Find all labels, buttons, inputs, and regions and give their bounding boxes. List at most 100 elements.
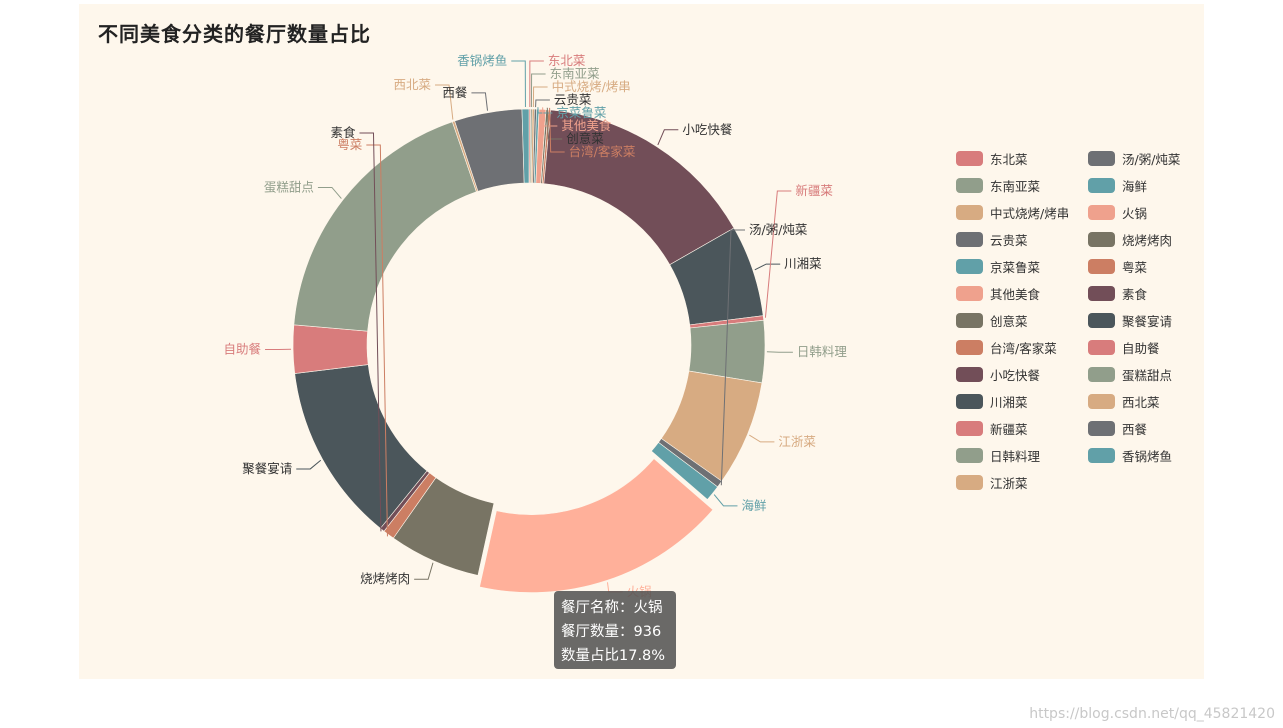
label-leader-line	[657, 129, 679, 146]
label-leader-line	[754, 263, 781, 271]
legend-item[interactable]: 小吃快餐	[956, 366, 1088, 383]
legend-label: 西餐	[1122, 422, 1148, 437]
legend-label: 汤/粥/炖菜	[1122, 152, 1181, 167]
legend-label: 聚餐宴请	[1122, 314, 1173, 329]
legend-swatch	[1088, 151, 1115, 166]
slice-label: 东南亚菜	[550, 66, 601, 81]
legend-swatch	[1088, 367, 1115, 382]
slice-label: 中式烧烤/烤串	[552, 79, 631, 94]
donut-slice[interactable]	[521, 108, 530, 184]
slice-label: 台湾/客家菜	[569, 144, 636, 159]
legend-label: 烧烤烤肉	[1122, 233, 1173, 248]
label-leader-line	[764, 190, 792, 318]
legend-item[interactable]: 蛋糕甜点	[1088, 366, 1196, 383]
label-leader-line	[720, 229, 746, 486]
slice-label: 西北菜	[394, 77, 432, 92]
legend-swatch	[956, 394, 983, 409]
label-leader-line	[296, 459, 322, 470]
chart-title: 不同美食分类的餐厅数量占比	[98, 22, 371, 46]
legend-item[interactable]: 其他美食	[956, 285, 1088, 302]
slice-label: 创意菜	[566, 131, 604, 146]
legend-label: 江浙菜	[990, 476, 1028, 491]
tooltip-share: 数量占比17.8%	[561, 648, 666, 664]
legend-swatch	[1088, 205, 1115, 220]
legend-item[interactable]: 台湾/客家菜	[956, 339, 1088, 356]
legend-label: 创意菜	[990, 314, 1028, 329]
legend-item[interactable]: 东北菜	[956, 150, 1088, 167]
legend-item[interactable]: 香锅烤鱼	[1088, 447, 1196, 464]
chart-panel	[79, 4, 1204, 679]
legend-swatch	[1088, 421, 1115, 436]
slice-label: 新疆菜	[795, 183, 833, 198]
legend-swatch	[956, 259, 983, 274]
label-leader-line	[546, 107, 563, 140]
legend-item[interactable]: 江浙菜	[956, 474, 1088, 491]
legend-item[interactable]: 粤菜	[1088, 258, 1196, 275]
slice-label: 海鲜	[741, 498, 766, 513]
slice-label: 小吃快餐	[682, 122, 733, 137]
slice-label: 京菜鲁菜	[556, 105, 607, 120]
label-leader-line	[713, 494, 738, 507]
label-leader-line	[532, 86, 548, 108]
legend-label: 蛋糕甜点	[1122, 368, 1173, 383]
legend-label: 海鲜	[1122, 179, 1148, 194]
legend-item[interactable]: 自助餐	[1088, 339, 1196, 356]
slice-label: 川湘菜	[784, 256, 822, 271]
legend-swatch	[956, 151, 983, 166]
legend-swatch	[956, 367, 983, 382]
legend-swatch	[956, 421, 983, 436]
legend-item[interactable]: 素食	[1088, 285, 1196, 302]
legend-item[interactable]: 创意菜	[956, 312, 1088, 329]
legend-swatch	[1088, 340, 1115, 355]
donut-slice[interactable]	[293, 121, 477, 332]
legend-item[interactable]: 汤/粥/炖菜	[1088, 150, 1196, 167]
legend-item[interactable]: 聚餐宴请	[1088, 312, 1196, 329]
legend-item[interactable]: 云贵菜	[956, 231, 1088, 248]
legend-label: 素食	[1122, 287, 1148, 302]
legend-item[interactable]: 川湘菜	[956, 393, 1088, 410]
watermark: https://blog.csdn.net/qq_45821420	[1029, 706, 1275, 722]
legend: 东北菜 汤/粥/炖菜东南亚菜 海鲜中式烧烤/烤串 火锅云贵菜 烧烤烤肉京菜鲁菜 粤菜 其他美…	[956, 150, 1196, 491]
slice-tooltip: 餐厅名称：火锅 餐厅数量：936 数量占比17.8%	[554, 591, 676, 669]
slice-label: 蛋糕甜点	[264, 179, 314, 194]
legend-swatch	[956, 205, 983, 220]
slice-label: 江浙菜	[778, 434, 816, 449]
legend-label: 京菜鲁菜	[990, 260, 1041, 275]
legend-label: 香锅烤鱼	[1122, 449, 1173, 464]
slice-label: 云贵菜	[554, 92, 592, 107]
label-leader-line	[749, 434, 775, 443]
legend-swatch	[956, 178, 983, 193]
label-leader-line	[511, 60, 526, 108]
legend-label: 云贵菜	[990, 233, 1028, 248]
donut-slice[interactable]	[479, 458, 714, 593]
legend-swatch	[1088, 259, 1115, 274]
legend-label: 小吃快餐	[990, 368, 1041, 383]
legend-label: 自助餐	[1122, 341, 1160, 356]
legend-label: 西北菜	[1122, 395, 1160, 410]
legend-label: 火锅	[1122, 206, 1148, 221]
legend-item[interactable]: 烧烤烤肉	[1088, 231, 1196, 248]
slice-label: 香锅烤鱼	[457, 53, 507, 68]
legend-item[interactable]: 西餐	[1088, 420, 1196, 437]
legend-item[interactable]: 中式烧烤/烤串	[956, 204, 1088, 221]
slice-label: 烧烤烤肉	[360, 571, 410, 586]
label-leader-line	[530, 73, 546, 108]
slice-label: 东北菜	[548, 53, 586, 68]
legend-swatch	[1088, 232, 1115, 247]
donut-slice[interactable]	[292, 324, 369, 374]
legend-swatch	[1088, 313, 1115, 328]
donut-slice[interactable]	[651, 441, 719, 500]
legend-item[interactable]: 东南亚菜	[956, 177, 1088, 194]
legend-swatch	[1088, 394, 1115, 409]
legend-item[interactable]: 京菜鲁菜	[956, 258, 1088, 275]
label-leader-line	[766, 351, 793, 353]
label-leader-line	[529, 60, 544, 108]
legend-label: 东南亚菜	[990, 179, 1041, 194]
legend-item[interactable]: 海鲜	[1088, 177, 1196, 194]
legend-item[interactable]: 新疆菜	[956, 420, 1088, 437]
legend-item[interactable]: 西北菜	[1088, 393, 1196, 410]
legend-item[interactable]: 日韩料理	[956, 447, 1088, 464]
slice-label: 聚餐宴请	[242, 461, 292, 476]
legend-item[interactable]: 火锅	[1088, 204, 1196, 221]
